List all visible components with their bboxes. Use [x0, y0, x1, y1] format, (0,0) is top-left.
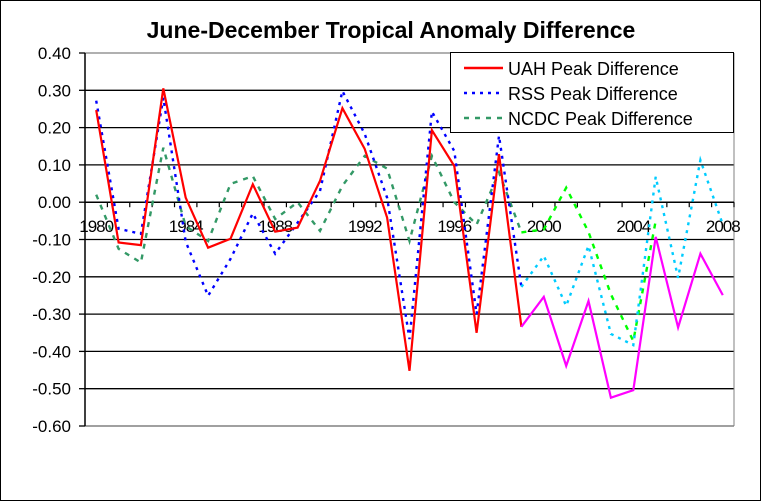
chart-title: June-December Tropical Anomaly Differenc… [147, 17, 636, 43]
y-tick-label: -0.30 [32, 305, 71, 324]
y-tick-label: 0.40 [38, 44, 71, 63]
y-tick-label: -0.20 [32, 268, 71, 287]
legend-label: NCDC Peak Difference [508, 109, 693, 129]
series-lines [95, 87, 724, 400]
rss-peak-difference-line-1999-2008 [520, 155, 724, 347]
y-tick-label: -0.60 [32, 417, 71, 436]
legend-label: RSS Peak Difference [508, 84, 678, 104]
x-axis: 1980 1984 1988 1992 1996 2000 2004 2008 [79, 201, 741, 236]
y-tick-label: 0.30 [38, 81, 71, 100]
y-tick-label: 0.20 [38, 119, 71, 138]
uah-peak-difference-line [95, 88, 523, 371]
y-tick-label: -0.50 [32, 380, 71, 399]
x-tick-label: 1988 [258, 217, 292, 236]
y-tick-label: -0.40 [32, 342, 71, 361]
legend: UAH Peak Difference RSS Peak Difference NC… [450, 52, 734, 133]
x-tick-label: 1996 [437, 217, 471, 236]
x-tick-label: 1980 [79, 217, 113, 236]
x-tick-label: 2004 [616, 217, 650, 236]
x-tick-label: 2008 [706, 217, 740, 236]
ncdc-peak-difference-line [95, 147, 523, 265]
x-tick-label: 1984 [169, 217, 203, 236]
uah-peak-difference-line-1999-2008 [520, 236, 724, 400]
y-tick-label: -0.10 [32, 231, 71, 250]
y-tick-label: 0.10 [38, 156, 71, 175]
y-axis: 0.40 0.30 0.20 0.10 0.00 -0.10 -0.20 -0.30 -0.40… [32, 44, 86, 436]
y-tick-label: 0.00 [38, 193, 71, 212]
legend-label: UAH Peak Difference [508, 59, 679, 79]
ncdc-peak-difference-line-1999-2008 [521, 185, 657, 345]
x-tick-label: 1992 [348, 217, 382, 236]
